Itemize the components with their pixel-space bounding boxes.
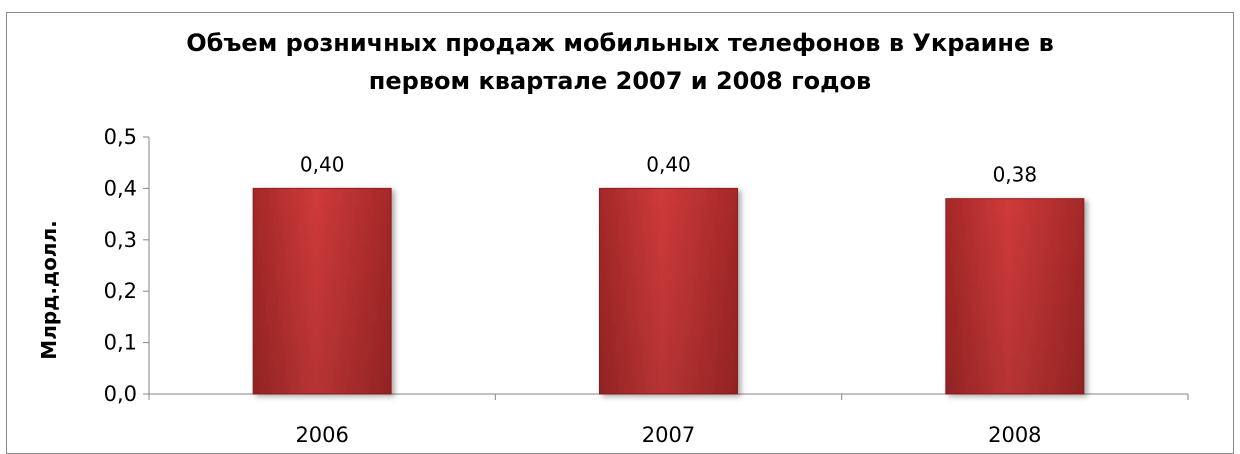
bar-2006: [252, 187, 392, 395]
bar-2008: [945, 198, 1085, 395]
chart-title: Объем розничных продаж мобильных телефон…: [0, 24, 1240, 100]
x-tick-label: 2008: [988, 423, 1041, 446]
chart-title-line-2: первом квартале 2007 и 2008 годов: [368, 67, 872, 95]
x-tick-label: 2007: [642, 423, 695, 446]
y-tick-label: 0,2: [104, 279, 137, 303]
x-axis: 2006 2007 2008: [148, 393, 1189, 446]
y-tick-label: 0,5: [104, 125, 137, 149]
y-tick-label: 0,0: [104, 382, 137, 406]
data-label: 0,38: [993, 163, 1038, 187]
y-tick-label: 0,3: [104, 228, 137, 252]
data-label: 0,40: [646, 152, 691, 176]
x-tick-label: 2006: [295, 423, 348, 446]
data-labels: 0,40 0,40 0,38: [300, 152, 1037, 186]
y-axis-label: Млрд.долл.: [37, 220, 61, 359]
bar-shade: [253, 188, 392, 394]
bar-shade: [599, 188, 738, 394]
chart-title-line-1: Объем розничных продаж мобильных телефон…: [186, 29, 1054, 57]
y-axis: 0,0 0,1 0,2 0,3 0,4 0,5: [104, 125, 150, 406]
bar-shade: [945, 198, 1084, 394]
y-tick-label: 0,4: [104, 176, 137, 200]
data-label: 0,40: [300, 152, 345, 176]
bar-2007: [599, 187, 738, 395]
bars: [252, 187, 1085, 395]
y-tick-label: 0,1: [104, 331, 137, 355]
